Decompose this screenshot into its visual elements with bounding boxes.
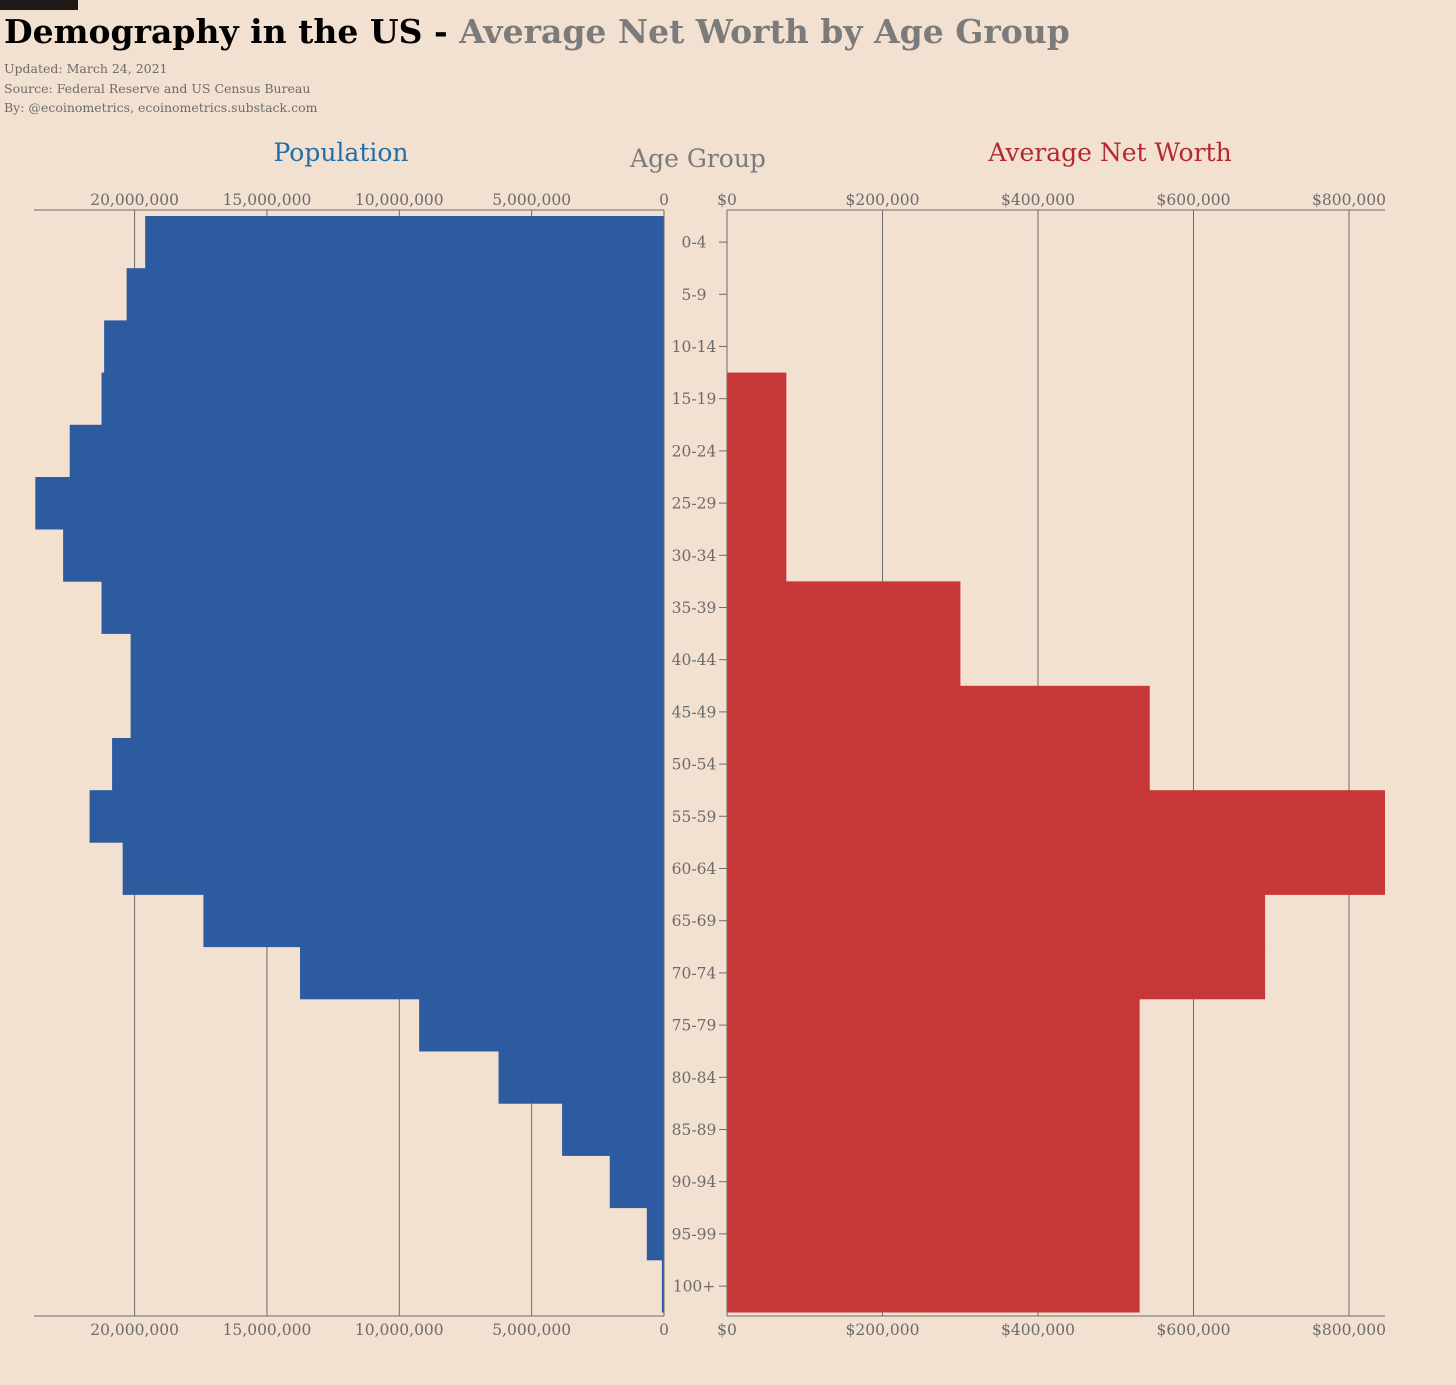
population-panel-title: Population <box>273 138 408 167</box>
source-note: Source: Federal Reserve and US Census Bu… <box>4 80 311 96</box>
networth-panel-title: Average Net Worth <box>987 138 1231 167</box>
population-bar-0-4 <box>145 216 665 269</box>
age-group-label-40-44: 40-44 <box>672 651 717 669</box>
networth-bar-50-54 <box>727 738 1150 791</box>
population-tick-label-bottom: 0 <box>659 1321 669 1339</box>
population-tick-label-top: 0 <box>659 191 669 209</box>
networth-tick-label-bottom: $800,000 <box>1312 1321 1386 1339</box>
population-bar-25-29 <box>35 477 664 530</box>
networth-bar-75-79 <box>727 999 1140 1052</box>
population-tick-label-top: 5,000,000 <box>492 191 571 209</box>
age-group-title: Age Group <box>629 144 766 173</box>
title-main: Demography in the US - <box>4 12 460 51</box>
age-group-label-10-14: 10-14 <box>672 338 717 356</box>
networth-bar-60-64 <box>727 842 1385 895</box>
networth-bar-55-59 <box>727 790 1385 843</box>
population-bar-70-74 <box>300 946 664 1000</box>
population-bar-30-34 <box>63 529 664 582</box>
age-group-label-95-99: 95-99 <box>672 1225 717 1243</box>
networth-tick-label-bottom: $600,000 <box>1157 1321 1231 1339</box>
age-group-label-90-94: 90-94 <box>672 1173 717 1191</box>
networth-tick-label-top: $400,000 <box>1001 191 1075 209</box>
networth-bar-40-44 <box>727 633 961 687</box>
population-bar-90-94 <box>609 1155 664 1209</box>
byline-note: By: @ecoinometrics, ecoinometrics.substa… <box>4 100 318 115</box>
networth-bar-100- <box>727 1260 1140 1313</box>
age-group-label-5-9: 5-9 <box>682 286 707 304</box>
population-bar-85-89 <box>562 1103 664 1156</box>
logo-bar <box>0 0 78 10</box>
population-tick-label-bottom: 10,000,000 <box>355 1321 444 1339</box>
population-bar-10-14 <box>104 320 665 373</box>
networth-tick-label-bottom: $0 <box>717 1321 737 1339</box>
age-group-label-20-24: 20-24 <box>672 442 717 460</box>
axis-layer: 0 0 5,000,000 5,000,000 10,000,000 10,000,000… <box>34 191 1386 1339</box>
age-group-label-75-79: 75-79 <box>672 1017 717 1035</box>
chart-meta: Updated: March 24, 2021 Source: Federal … <box>4 59 317 118</box>
population-bar-50-54 <box>112 738 664 791</box>
population-bar-95-99 <box>646 1207 664 1261</box>
networth-bar-35-39 <box>727 581 961 634</box>
age-group-label-45-49: 45-49 <box>672 703 717 721</box>
updated-note: Updated: March 24, 2021 <box>4 61 168 76</box>
age-group-label-80-84: 80-84 <box>672 1069 717 1087</box>
networth-tick-label-bottom: $400,000 <box>1001 1321 1075 1339</box>
networth-bar-20-24 <box>727 424 787 478</box>
title-accent: Average Net Worth by Age Group <box>459 12 1070 51</box>
networth-bar-30-34 <box>727 529 787 582</box>
population-tick-label-top: 20,000,000 <box>90 191 179 209</box>
population-bar-65-69 <box>203 894 665 948</box>
age-group-label-70-74: 70-74 <box>672 964 717 982</box>
population-tick-label-top: 10,000,000 <box>355 191 444 209</box>
networth-bar-15-19 <box>727 372 787 426</box>
networth-bar-65-69 <box>727 894 1266 948</box>
population-bar-45-49 <box>130 685 664 739</box>
age-group-label-50-54: 50-54 <box>672 756 717 774</box>
networth-tick-label-top: $0 <box>717 191 737 209</box>
networth-bar-25-29 <box>727 477 787 530</box>
age-group-label-85-89: 85-89 <box>672 1121 717 1139</box>
networth-tick-label-top: $800,000 <box>1312 191 1386 209</box>
networth-tick-label-bottom: $200,000 <box>846 1321 920 1339</box>
population-bar-100- <box>661 1260 664 1313</box>
age-group-label-30-34: 30-34 <box>672 547 717 565</box>
networth-bar-95-99 <box>727 1207 1140 1261</box>
population-tick-label-bottom: 5,000,000 <box>492 1321 571 1339</box>
population-bar-5-9 <box>126 268 665 321</box>
age-group-label-25-29: 25-29 <box>672 495 717 513</box>
population-tick-label-bottom: 20,000,000 <box>90 1321 179 1339</box>
networth-tick-label-top: $600,000 <box>1157 191 1231 209</box>
networth-bar-90-94 <box>727 1155 1140 1209</box>
age-group-label-15-19: 15-19 <box>672 390 717 408</box>
chart-title: Demography in the US - Average Net Worth… <box>4 12 1070 51</box>
bars-layer <box>35 216 1385 1313</box>
networth-tick-label-top: $200,000 <box>846 191 920 209</box>
population-bar-60-64 <box>122 842 665 895</box>
population-bar-40-44 <box>130 633 664 687</box>
networth-bar-45-49 <box>727 685 1150 739</box>
population-bar-75-79 <box>419 999 664 1052</box>
population-bar-55-59 <box>89 790 664 843</box>
age-group-label-100-: 100+ <box>673 1278 716 1296</box>
networth-bar-80-84 <box>727 1051 1140 1104</box>
population-bar-20-24 <box>69 424 664 478</box>
age-group-label-35-39: 35-39 <box>672 599 717 617</box>
networth-bar-85-89 <box>727 1103 1140 1156</box>
population-bar-15-19 <box>101 372 664 426</box>
age-group-label-0-4: 0-4 <box>682 234 707 252</box>
networth-bar-70-74 <box>727 946 1266 1000</box>
age-group-label-55-59: 55-59 <box>672 808 717 826</box>
population-bar-35-39 <box>101 581 664 634</box>
population-bar-80-84 <box>498 1051 664 1104</box>
population-tick-label-top: 15,000,000 <box>223 191 312 209</box>
age-group-label-60-64: 60-64 <box>672 860 717 878</box>
population-tick-label-bottom: 15,000,000 <box>223 1321 312 1339</box>
age-group-label-65-69: 65-69 <box>672 912 717 930</box>
